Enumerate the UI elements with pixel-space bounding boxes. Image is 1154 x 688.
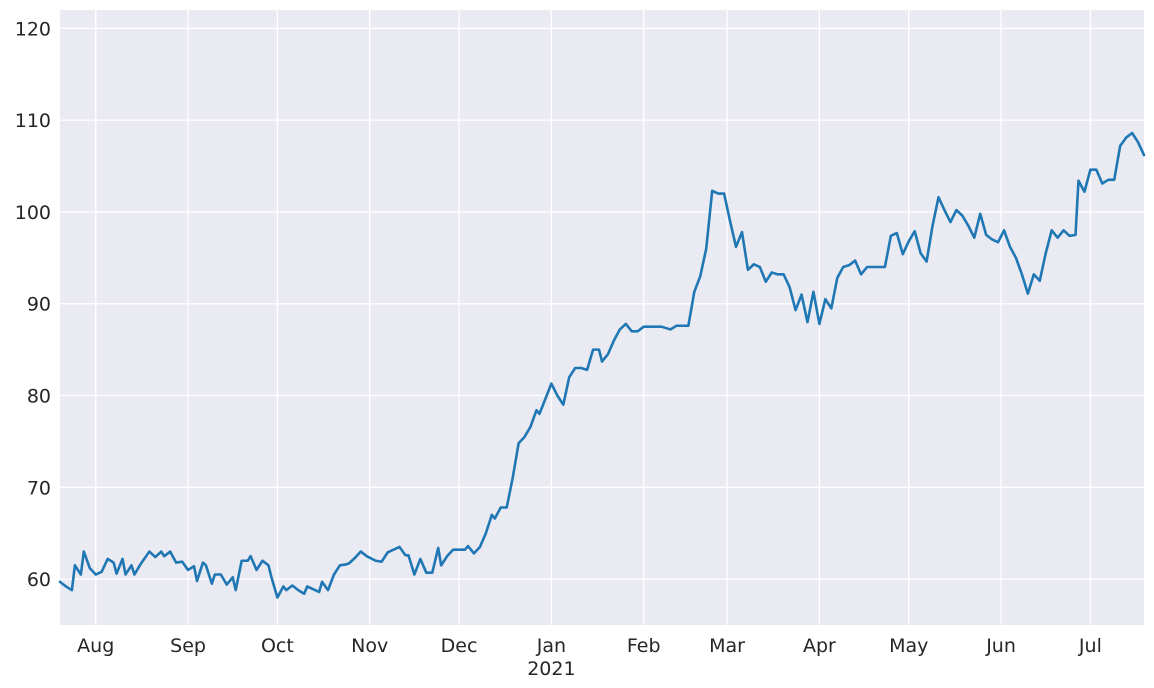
x-tick-label: Jul <box>1078 635 1102 657</box>
y-tick-label: 80 <box>27 386 51 408</box>
plot-background <box>60 10 1144 625</box>
x-tick-label: Apr <box>803 635 836 657</box>
y-tick-label: 70 <box>27 477 51 499</box>
x-tick-label: Nov <box>351 635 388 657</box>
y-tick-labels: 60 70 80 90 100 110 120 <box>15 18 51 591</box>
x-tick-label: Feb <box>627 635 661 657</box>
x-tick-label: Mar <box>709 635 745 657</box>
x-tick-label: Oct <box>261 635 294 657</box>
x-tick-label: May <box>889 635 928 657</box>
x-tick-year-label: 2021 <box>527 658 575 680</box>
y-gridlines <box>60 27 1144 580</box>
y-tick-label: 100 <box>15 202 51 224</box>
y-tick-label: 60 <box>27 569 51 591</box>
series-group <box>58 131 1146 599</box>
x-tick-label: Jun <box>985 635 1016 657</box>
y-tick-label: 120 <box>15 18 51 40</box>
x-tick-label: Dec <box>441 635 478 657</box>
y-tick-label: 110 <box>15 110 51 132</box>
y-tick-label: 90 <box>27 294 51 316</box>
x-tick-label: Jan <box>536 635 566 657</box>
x-gridlines <box>95 10 1092 625</box>
x-tick-label: Aug <box>77 635 114 657</box>
series-line <box>58 131 1146 599</box>
x-tick-label: Sep <box>170 635 206 657</box>
